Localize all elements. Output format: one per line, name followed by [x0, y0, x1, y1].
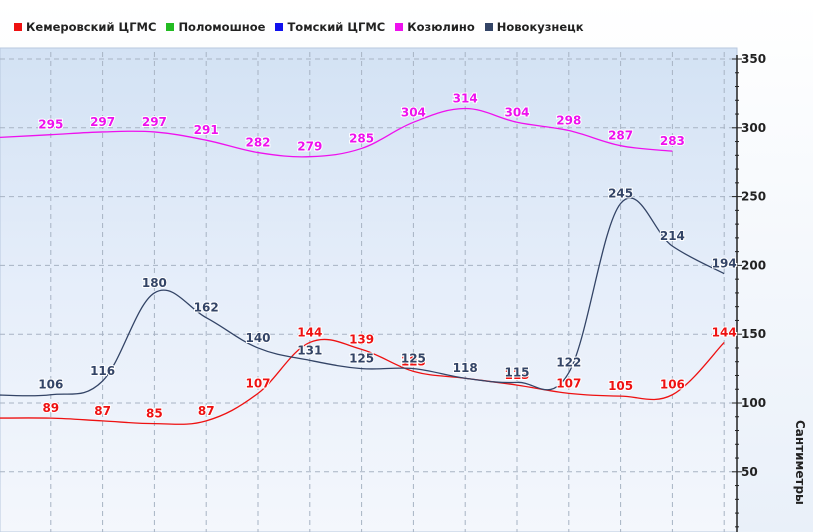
y-tick-label: 150 [741, 327, 766, 341]
data-label: 279 [297, 140, 322, 154]
y-tick-label: 300 [741, 121, 766, 135]
legend-label: Кемеровский ЦГМС [26, 20, 157, 34]
legend-item[interactable]: Кемеровский ЦГМС [14, 20, 156, 34]
data-label: 125 [349, 352, 374, 366]
data-label: 162 [194, 301, 219, 315]
data-label: 287 [608, 129, 633, 143]
data-label: 144 [297, 325, 322, 339]
data-label: 298 [556, 114, 581, 128]
data-label: 123 [401, 354, 426, 368]
data-label: 113 [504, 368, 529, 382]
data-label: 214 [660, 229, 685, 243]
data-label: 105 [608, 379, 633, 393]
legend: Кемеровский ЦГМС Поломошное Томский ЦГМС… [14, 20, 584, 34]
data-label: 115 [504, 365, 529, 379]
legend-item[interactable]: Новокузнецк [484, 20, 584, 34]
data-label: 245 [608, 186, 633, 200]
data-label: 304 [504, 105, 529, 119]
y-tick-label: 50 [741, 465, 758, 479]
legend-label: Козюлино [407, 20, 475, 34]
legend-swatch-icon [395, 23, 404, 31]
data-label: 283 [660, 134, 685, 148]
series-lines [0, 107, 725, 425]
series-line [0, 197, 725, 397]
data-label: 291 [194, 123, 219, 137]
legend-item[interactable]: Томский ЦГМС [275, 20, 385, 34]
data-label: 106 [38, 378, 63, 392]
data-label: 297 [142, 115, 167, 129]
legend-label: Поломошное [178, 20, 266, 34]
data-label: 106 [660, 378, 685, 392]
data-label: 304 [401, 105, 426, 119]
data-label: 125 [401, 352, 426, 366]
data-labels: 89 87 85 87 107 144 139 123 118 113 107 105 106 144 29… [37, 91, 737, 422]
data-label: 131 [297, 343, 322, 357]
data-label: 122 [556, 356, 581, 370]
legend-swatch-icon [275, 23, 284, 31]
data-label: 295 [38, 118, 63, 132]
data-label: 118 [453, 361, 478, 375]
data-label: 194 [712, 257, 737, 271]
legend-label: Новокузнецк [496, 20, 584, 34]
y-axis: 50 100 150 200 250 300 350 [732, 52, 766, 532]
data-label: 144 [712, 325, 737, 339]
data-label: 87 [198, 404, 215, 418]
data-label: 140 [245, 331, 270, 345]
series-line [0, 338, 725, 425]
data-label: 85 [146, 407, 163, 421]
data-label: 87 [94, 404, 111, 418]
data-label: 139 [349, 332, 374, 346]
legend-label: Томский ЦГМС [287, 20, 386, 34]
y-tick-label: 350 [741, 52, 766, 66]
data-label: 107 [556, 376, 581, 390]
y-tick-label: 200 [741, 258, 766, 272]
legend-swatch-icon [14, 23, 22, 31]
legend-swatch-icon [166, 23, 175, 31]
data-label: 118 [453, 361, 478, 375]
legend-swatch-icon [484, 23, 493, 31]
y-tick-label: 250 [741, 190, 766, 204]
legend-item[interactable]: Козюлино [395, 20, 475, 34]
grid [0, 52, 737, 532]
y-tick-label: 100 [741, 396, 766, 410]
data-label: 282 [245, 136, 270, 150]
data-label: 89 [42, 401, 59, 415]
data-label: 107 [245, 376, 270, 390]
legend-item[interactable]: Поломошное [166, 20, 265, 34]
data-label: 180 [142, 276, 167, 290]
data-label: 116 [90, 364, 115, 378]
series-line [0, 107, 673, 158]
data-label: 297 [90, 115, 115, 129]
data-label: 285 [349, 131, 374, 145]
y-axis-title: Сантиметры [793, 420, 807, 505]
data-label: 314 [453, 92, 478, 106]
